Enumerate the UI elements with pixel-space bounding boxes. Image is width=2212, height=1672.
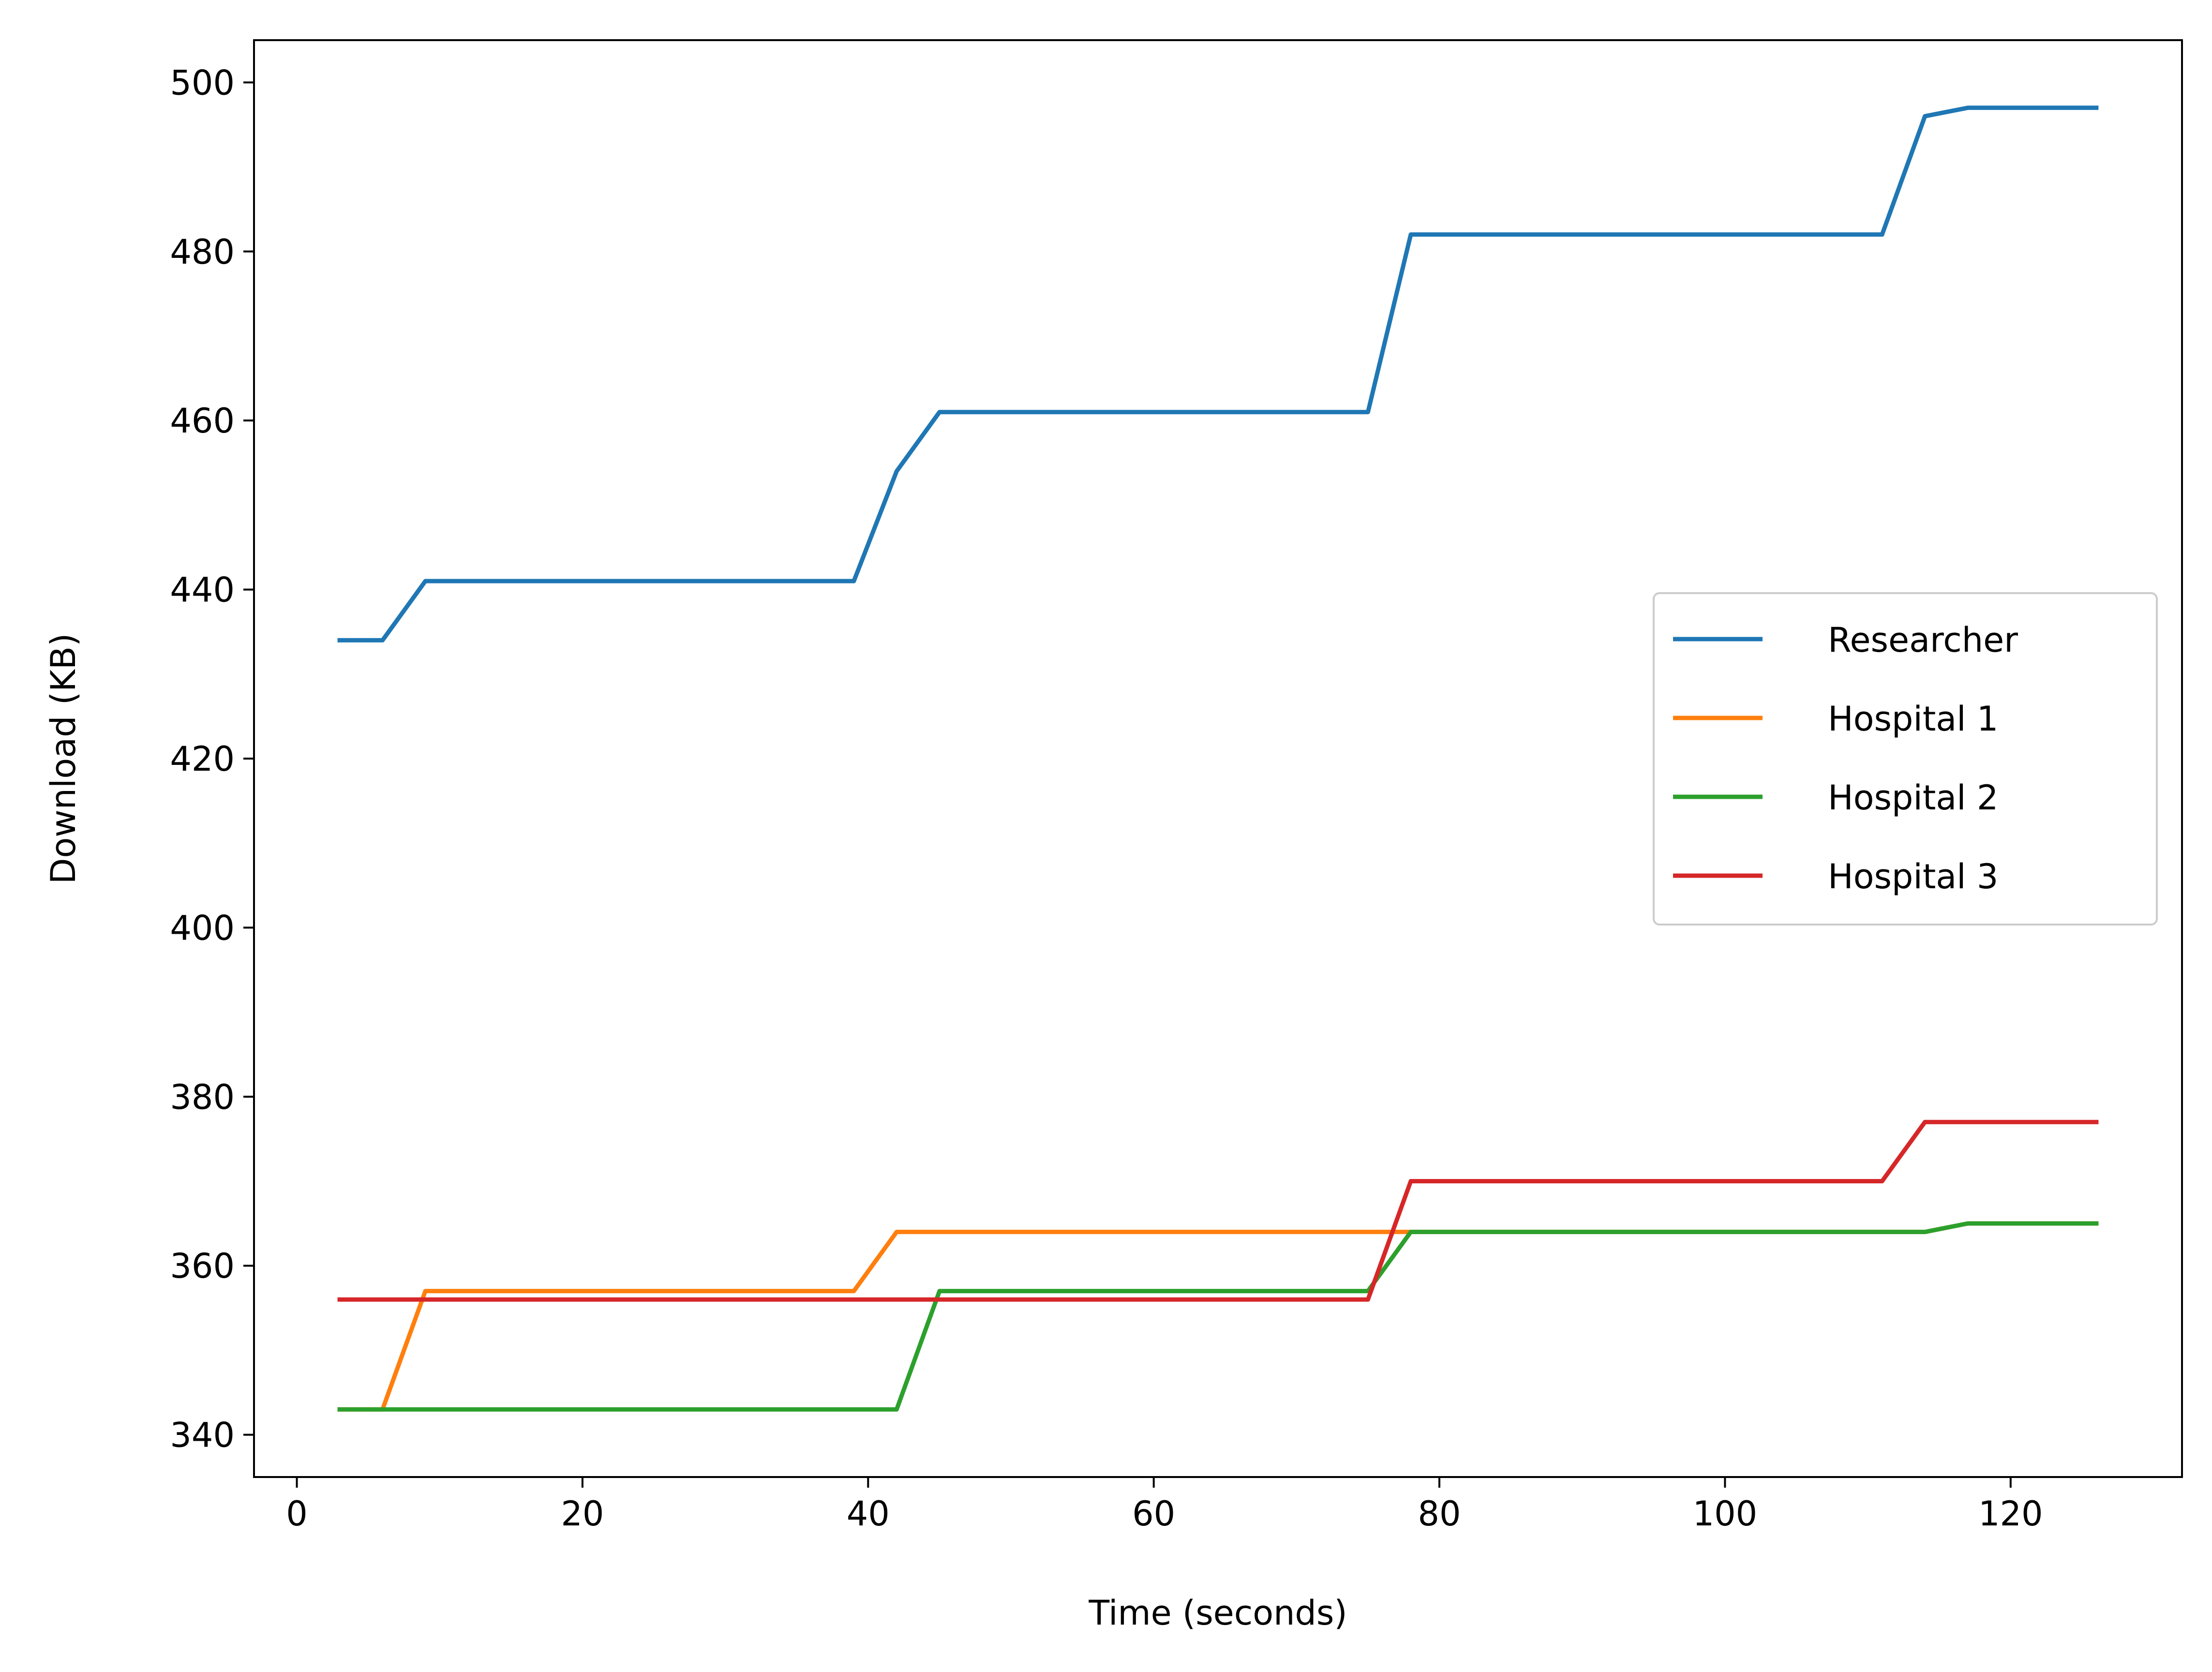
- legend-box: [1653, 592, 2158, 926]
- y-axis-title: Download (KB): [44, 633, 83, 884]
- legend-label: Hospital 1: [1828, 699, 1998, 739]
- x-tick-label: 80: [1418, 1494, 1461, 1534]
- x-axis-title: Time (seconds): [1088, 1593, 1347, 1633]
- x-tick-label: 40: [847, 1494, 890, 1534]
- y-tick-label: 420: [170, 739, 235, 779]
- series-layer: [337, 105, 2099, 1412]
- y-tick-label: 460: [170, 401, 235, 441]
- x-tick-label: 0: [286, 1494, 308, 1534]
- y-tick-label: 340: [170, 1416, 235, 1455]
- series-line-1: [337, 105, 2099, 642]
- x-tick-label: 100: [1693, 1494, 1758, 1534]
- legend: Researcher Hospital 1 Hospital 2 Hospital 3: [1653, 592, 2158, 926]
- y-tick-label: 380: [170, 1077, 235, 1117]
- axes-layer: 0 20 40 60 80 100 120 340 360 380 400 420 440 460 480 5…: [170, 39, 2183, 1534]
- y-tick-label: 400: [170, 908, 235, 948]
- legend-label: Hospital 2: [1828, 778, 1998, 818]
- x-tick-label: 120: [1978, 1494, 2043, 1534]
- y-tick-label: 360: [170, 1246, 235, 1286]
- series-line-4: [337, 1120, 2099, 1302]
- legend-label: Hospital 3: [1828, 857, 1998, 896]
- y-tick-label: 480: [170, 232, 235, 272]
- series-line-3: [337, 1221, 2099, 1412]
- x-tick-label: 60: [1132, 1494, 1175, 1534]
- x-tick-label: 20: [561, 1494, 604, 1534]
- legend-label: Researcher: [1828, 620, 2018, 660]
- y-tick-label: 500: [170, 63, 235, 103]
- y-tick-label: 440: [170, 570, 235, 610]
